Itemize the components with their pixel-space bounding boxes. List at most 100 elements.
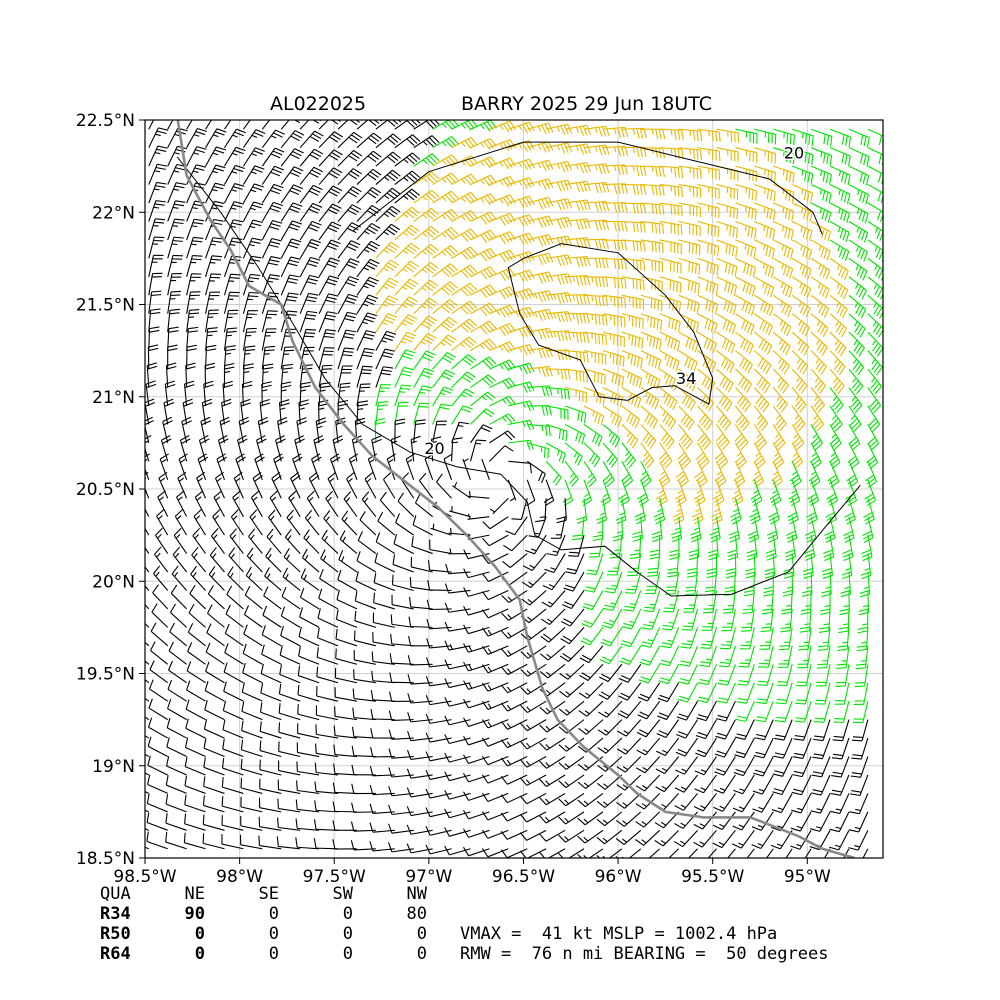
wind-barb [187,623,206,647]
wind-barb [210,528,225,554]
wind-barb [183,380,195,407]
wind-barb [606,553,623,576]
wind-barb [261,183,284,204]
wind-barb [697,220,720,238]
wind-barb [829,128,852,148]
wind-barb [527,365,553,377]
wind-barb [780,608,793,633]
wind-barb [678,165,702,180]
y-tick-label: 22°N [92,203,135,223]
wind-barb [184,775,206,794]
wind-barb [259,778,282,794]
wind-barb [752,774,774,795]
wind-barb [791,276,812,299]
wind-barb [715,719,736,740]
wind-barb [393,533,414,555]
wind-barb [848,424,861,451]
wind-barb [154,546,169,573]
wind-barb [162,416,173,443]
wind-barb [223,255,242,278]
wind-barb [356,222,381,241]
wind-barb [721,608,736,632]
wind-barb [265,547,282,573]
wind-barb [223,164,246,185]
wind-barb [275,435,286,462]
wind-barb [463,735,490,746]
wind-barb [323,510,339,536]
wind-barb [406,824,433,835]
wind-barb [853,682,869,706]
wind-barb [318,329,336,351]
wind-barb [223,662,244,684]
wind-barb [564,423,586,445]
wind-barb [621,184,647,195]
wind-barb [348,453,359,480]
wind-barb [735,257,756,278]
wind-barb [261,237,282,259]
wind-barb [394,134,421,149]
radii-cell: 0 [268,944,279,964]
wind-barb [851,737,869,760]
wind-barb [444,734,471,745]
wind-barb [697,202,720,219]
wind-barb [405,453,415,480]
wind-barb [186,255,203,277]
wind-barb [299,120,322,130]
radii-col-header: SE [258,884,279,904]
wind-barb [394,401,409,425]
wind-barb [656,737,680,757]
wind-barb [753,756,774,777]
wind-barb [425,751,452,762]
wind-barb [244,585,263,610]
wind-barb [541,590,566,608]
wind-barb [867,147,883,166]
wind-barb [413,419,426,443]
wind-barb [155,527,169,554]
wind-barb [216,453,227,480]
wind-barb [432,208,459,222]
wind-barb [214,471,225,499]
wind-barb [359,511,377,536]
wind-barb [829,294,848,319]
wind-barb [620,627,642,648]
wind-barb [801,572,813,597]
wind-barb [638,663,661,684]
wind-barb [562,590,585,610]
wind-barb [470,120,497,132]
radii-cell: 0 [268,904,279,924]
wind-barb [618,663,642,683]
wind-barb [448,548,471,555]
wind-barb [346,471,358,499]
wind-barb [640,331,662,351]
wind-barb [564,143,591,155]
wind-barb [278,722,301,739]
wind-barb [337,569,358,591]
wind-barb [540,626,566,643]
radii-row-r64: R64 0 0 0 0 [100,944,427,964]
wind-barb [444,602,471,613]
wind-barb [659,184,684,198]
wind-barb [791,220,813,241]
wind-barb [470,408,495,425]
wind-barb [735,331,754,355]
wind-barb [353,630,376,647]
wind-barb [451,246,478,261]
wind-barb [670,516,683,543]
wind-barb [716,184,739,200]
wind-barb [356,276,379,296]
wind-barb [318,239,341,259]
wind-barb [148,236,165,259]
wind-barb [375,401,389,425]
wind-barb [829,331,847,357]
wind-barb [252,471,263,499]
wind-barb [186,146,207,167]
wind-barb [148,127,169,148]
wind-barb [621,461,634,488]
wind-barb [693,811,717,830]
wind-barb [412,515,433,536]
wind-barb [772,350,790,375]
wind-barb [304,509,320,536]
wind-barb [565,553,585,575]
wind-barb [451,191,478,204]
wind-barb [855,645,869,670]
